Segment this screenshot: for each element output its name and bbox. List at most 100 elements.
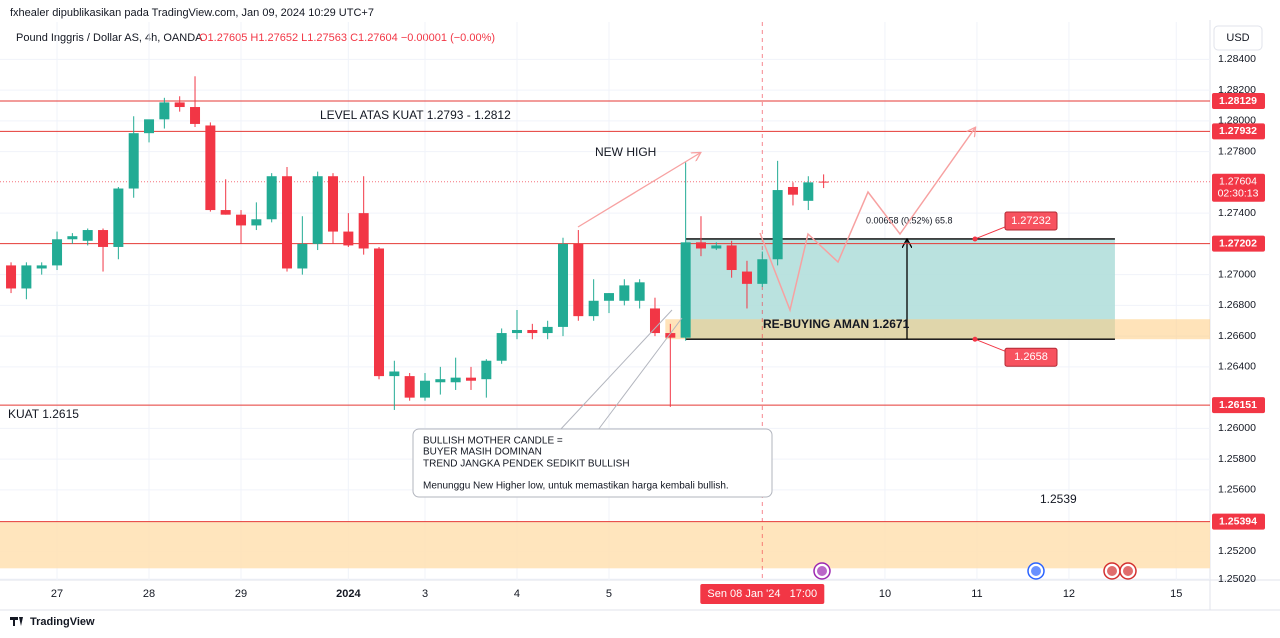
x-tick-label: 5 [606,588,612,600]
candle-body [251,219,262,226]
brand-logo [10,617,23,626]
callout-text: Menunggu New Higher low, untuk memastika… [423,481,729,492]
level-label: 1.26151 [1219,399,1257,411]
candle-body [190,107,201,124]
y-tick-label: 1.27400 [1218,207,1256,219]
callout-pointer [597,317,683,431]
support-zone [0,521,1210,569]
candle-body [205,125,216,211]
level-label: 1.28129 [1219,95,1257,107]
annotation: RE-BUYING AMAN 1.2671 [763,317,910,331]
candle-body [220,210,231,215]
candle-body [465,377,476,381]
x-tick-label: 29 [235,588,247,600]
level-label: 1.25394 [1219,515,1257,527]
annotation: NEW HIGH [595,145,656,159]
brand: TradingView [30,616,95,628]
candle-body [818,181,829,183]
candle-body [542,326,553,334]
y-tick-label: 1.27800 [1218,145,1256,157]
x-tick-label: 12 [1063,588,1075,600]
y-tick-label: 1.26000 [1218,422,1256,434]
symbol: Pound Inggris / Dollar AS, 4h, OANDA [16,32,203,44]
y-tick-label: 1.27000 [1218,268,1256,280]
level-label: 1.27202 [1219,237,1257,249]
candle-body [420,380,431,398]
candle-body [144,119,155,134]
candle-body [557,243,568,327]
level-label-box [1212,123,1265,140]
callout-text: TREND JANGKA PENDEK SEDIKIT BULLISH [423,459,630,470]
candle-body [266,176,277,220]
candle-body [67,236,78,240]
candle-body [680,242,691,338]
candle-body [772,190,783,260]
candle-body [159,102,170,120]
y-tick-label: 1.26400 [1218,361,1256,373]
event-icon-fill [817,566,827,576]
candle-body [588,300,599,317]
candle-body [343,231,354,246]
candle-body [328,176,339,232]
candle-body [82,230,93,241]
x-tick-label: 28 [143,588,155,600]
candle-body [297,243,308,269]
candle-body [695,242,706,249]
candle-body [36,265,47,269]
x-tick-label: 27 [51,588,63,600]
publisher: fxhealer dipublikasikan pada TradingView… [10,7,374,19]
event-icon-fill [1107,566,1117,576]
level-label-box [1212,513,1265,530]
y-tick-label: 1.25800 [1218,453,1256,465]
x-tick-label: 2024 [336,588,361,600]
annotation: LEVEL ATAS KUAT 1.2793 - 1.2812 [320,108,511,122]
measure-label-box [1004,347,1058,367]
annotation: KUAT 1.2615 [8,407,79,421]
candle-body [649,308,660,334]
candle-body [573,243,584,317]
candle-body [741,271,752,284]
candle-body [435,379,446,383]
x-tick-label: 10 [879,588,891,600]
level-label: 1.27932 [1219,125,1257,137]
candle-body [527,329,538,334]
candle-body [128,133,139,189]
new-high-arrow [577,153,700,228]
candle-body [496,333,507,361]
y-tick-label: 1.25600 [1218,484,1256,496]
candle-body [481,360,492,380]
candle-body [787,186,798,195]
callout-box [412,428,773,498]
candle-body [358,213,369,249]
candle-body [174,102,185,108]
y-tick-label: 1.28200 [1218,84,1256,96]
level-label-box [1212,93,1265,110]
y-tick-label: 1.28400 [1218,53,1256,65]
ohlc: O1.27605 H1.27652 L1.27563 C1.27604 −0.0… [199,32,495,44]
x-tick-label: 3 [422,588,428,600]
candle-body [389,371,400,377]
candle-body [450,377,461,383]
x-tick-label: 15 [1170,588,1182,600]
candle-body [236,214,247,226]
candle-body [726,245,737,271]
x-tick-label: 11 [971,588,982,600]
candle-body [619,285,630,301]
callout-text: BUYER MASIH DOMINAN [423,447,542,458]
candle-body [634,282,645,301]
event-icon-fill [1123,566,1133,576]
candle-body [282,176,293,269]
candle-body [6,265,17,289]
candle-body [603,293,614,301]
candle-body [312,176,323,244]
last-price-label: 1.27604 [1219,176,1257,188]
candle-body [374,248,385,377]
y-tick-label: 1.25020 [1218,573,1256,585]
candle-body [52,239,63,266]
annotation: 1.2539 [1040,492,1077,506]
currency-button[interactable] [1213,25,1263,51]
cursor-label-box [700,584,825,604]
measure-label: 1.2658 [1014,351,1048,363]
currency[interactable]: USD [1226,32,1249,44]
